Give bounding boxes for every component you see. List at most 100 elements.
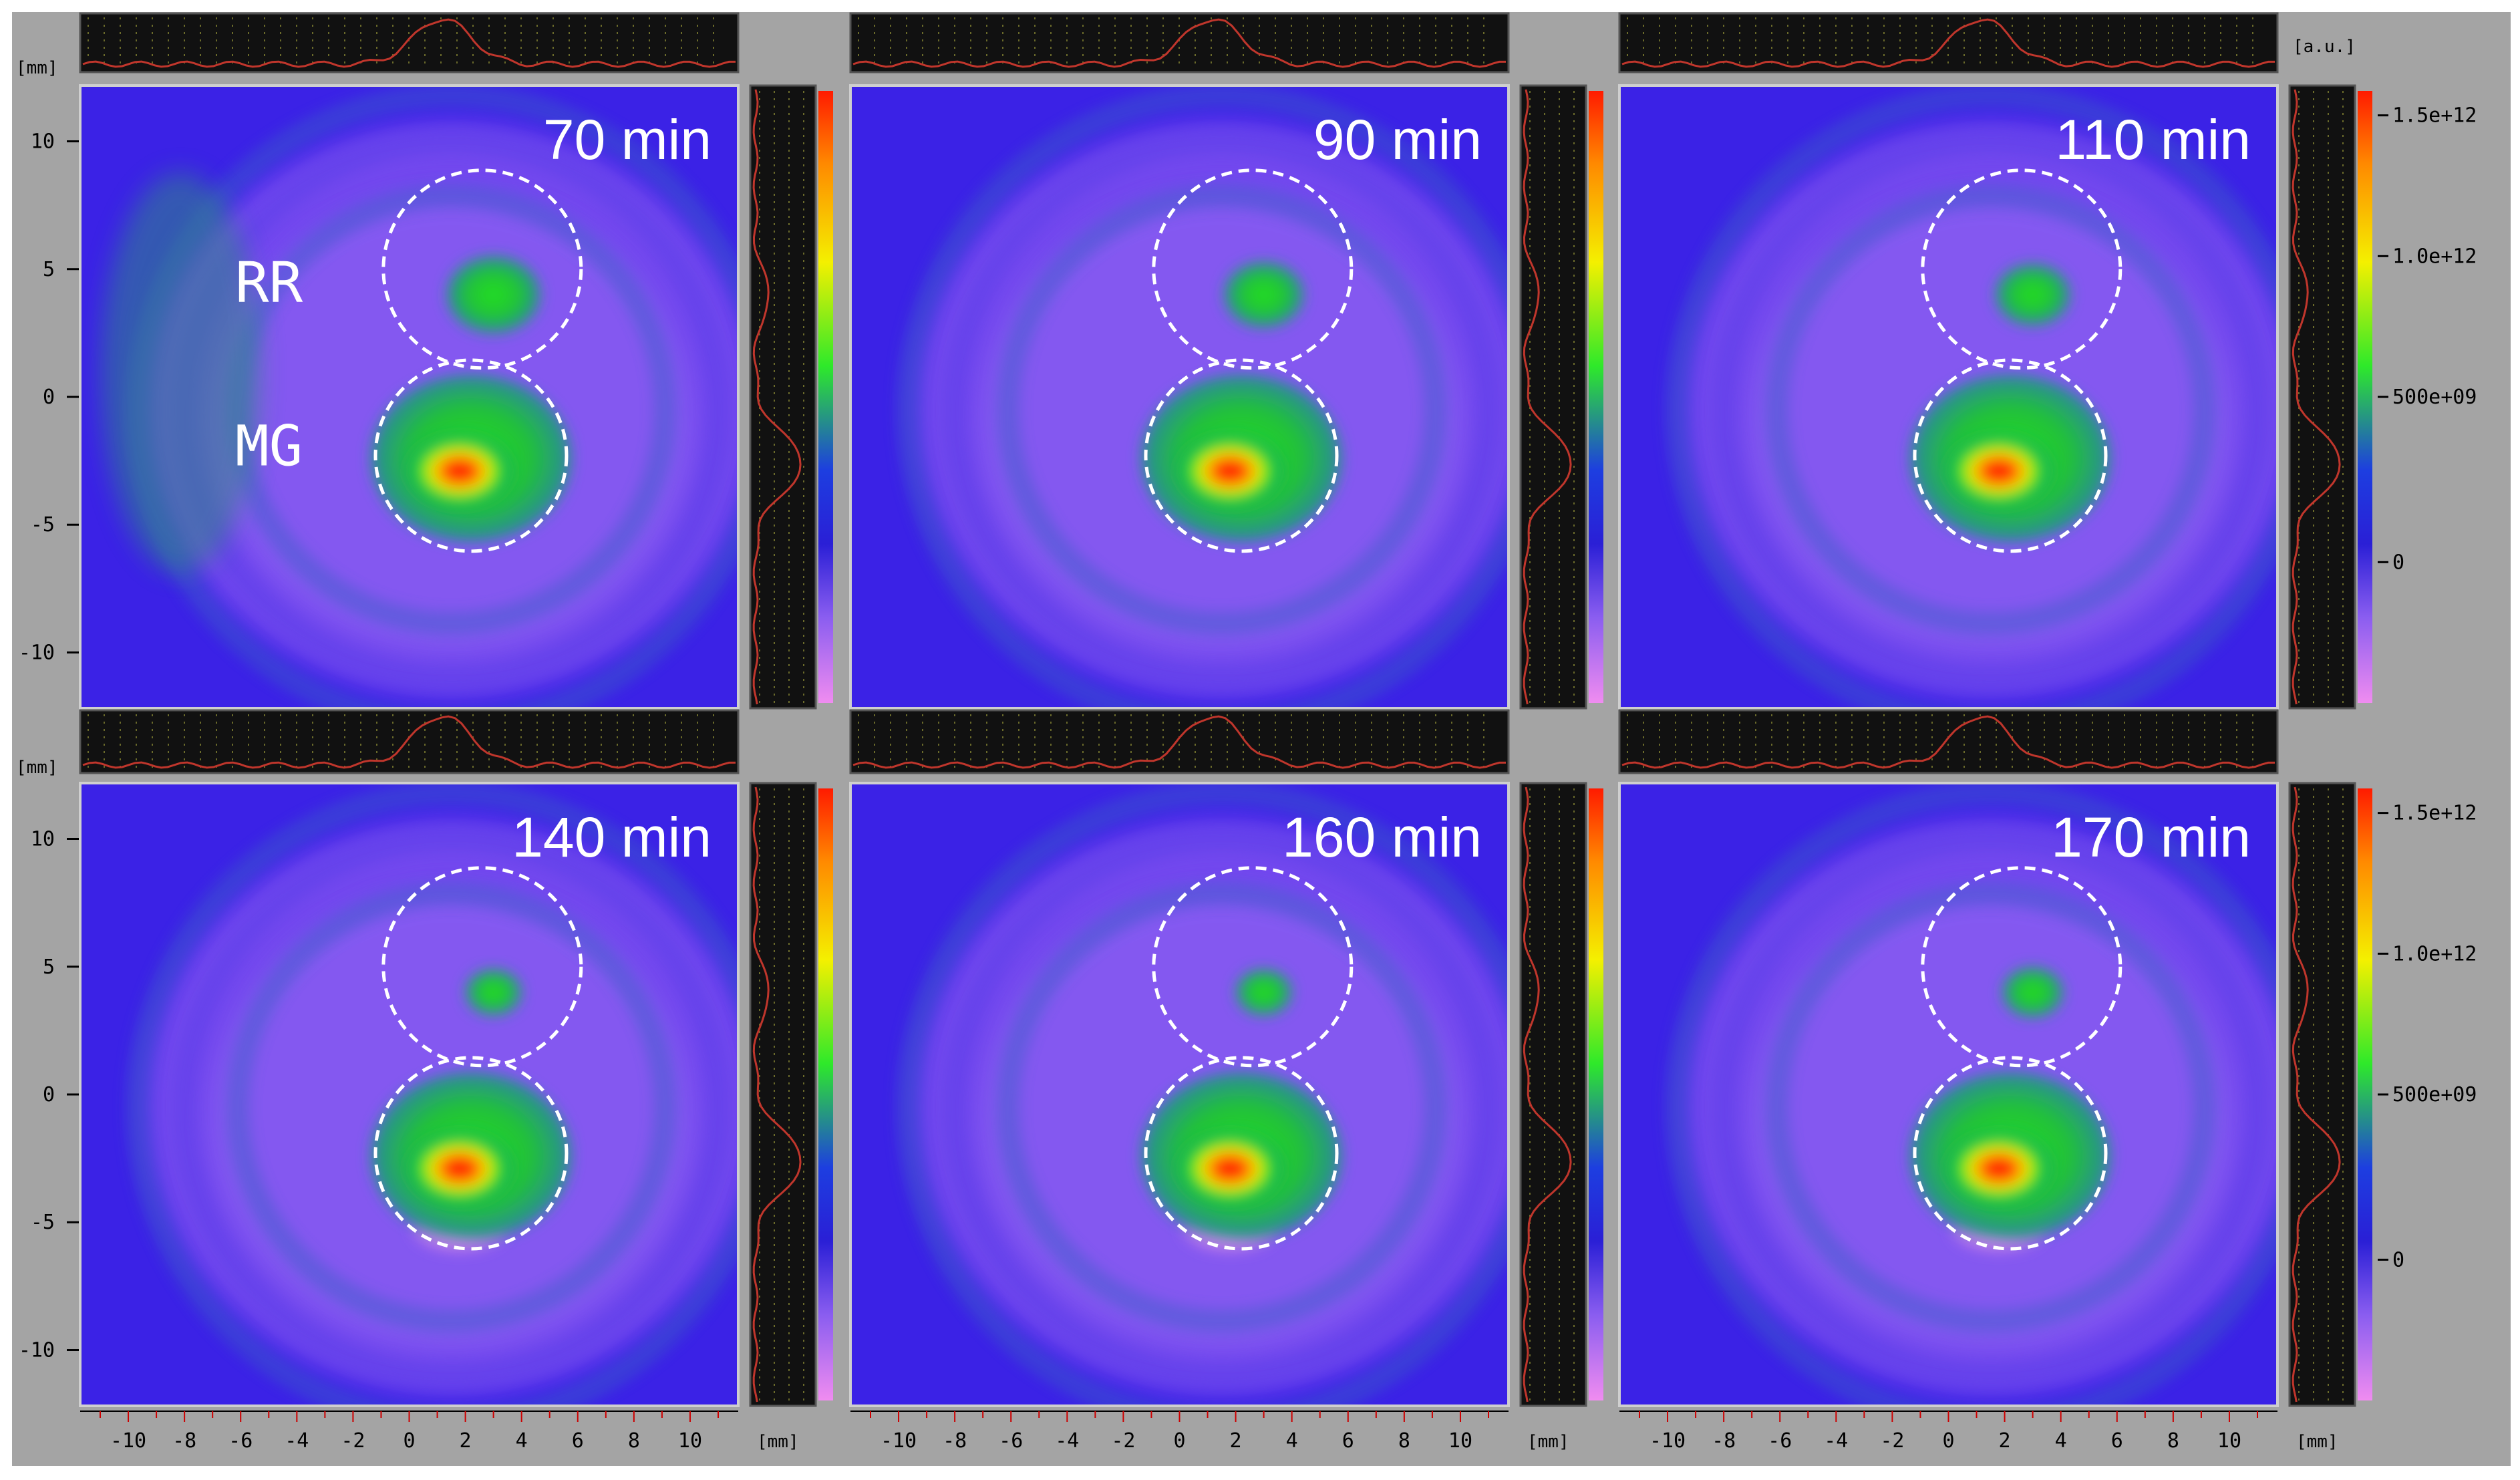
- y-unit-label-top: [mm]: [16, 58, 58, 78]
- mg-roi-circle: [373, 1056, 569, 1251]
- y-tick-label: 5: [43, 955, 55, 979]
- intensity-map: [850, 86, 1509, 708]
- colorbar: [1589, 91, 1603, 703]
- side-profile-curve: [2292, 89, 2341, 705]
- x-tick-label: -2: [1880, 1429, 1904, 1453]
- panel-6: 170 min 1.5e+12 1.0e+12 500e+09 0 -10 -8 -6 -4 -2…: [1618, 709, 2477, 1453]
- top-profile-curve: [1621, 715, 2275, 769]
- colorbar-tick-label: 0: [2392, 1248, 2404, 1272]
- y-tick-label: 10: [31, 130, 55, 154]
- rr-label: RR: [235, 250, 303, 315]
- map-frame: [849, 782, 1510, 1407]
- intensity-map: [80, 86, 738, 708]
- time-label: 70 min: [543, 108, 712, 171]
- x-tick-label: 0: [1173, 1429, 1185, 1453]
- x-tick-label: -10: [1649, 1429, 1686, 1453]
- colorbar: [1589, 788, 1603, 1400]
- panel-3: 110 min 1.5e+12 1.0e+12 500e+09 0: [1618, 12, 2477, 710]
- side-profile-curve: [1523, 89, 1572, 705]
- x-tick-label: 2: [1230, 1429, 1242, 1453]
- colorbar: [2358, 91, 2372, 703]
- x-tick-label: 0: [1942, 1429, 1954, 1453]
- top-profile-curve: [852, 18, 1506, 68]
- x-tick-label: -4: [1824, 1429, 1848, 1453]
- rr-roi-circle: [1921, 866, 2122, 1068]
- side-profile-curve: [752, 786, 802, 1402]
- colorbar-tick-label: 500e+09: [2392, 386, 2477, 409]
- side-profile-curve: [2292, 786, 2341, 1402]
- x-unit-label: [mm]: [2296, 1432, 2338, 1452]
- rr-roi-circle: [1152, 866, 1354, 1068]
- side-profile-strip: [1519, 84, 1587, 710]
- x-tick-label: -2: [341, 1429, 365, 1453]
- map-frame: [849, 84, 1510, 710]
- colorbar: [818, 91, 833, 703]
- colorbar-tick-label: 500e+09: [2392, 1083, 2477, 1106]
- x-tick-label: -6: [1768, 1429, 1792, 1453]
- mg-label: MG: [235, 414, 303, 479]
- mg-roi-circle: [1913, 358, 2108, 553]
- rr-roi-circle: [381, 866, 583, 1068]
- colorbar-tick-label: 1.5e+12: [2392, 104, 2477, 128]
- y-tick-label: 0: [43, 1083, 55, 1106]
- y-tick-label: 10: [31, 828, 55, 851]
- x-tick-label: -8: [943, 1429, 967, 1453]
- y-tick-label: -10: [19, 1338, 55, 1362]
- time-label: 140 min: [512, 806, 712, 869]
- x-tick-label: 8: [1398, 1429, 1410, 1453]
- x-tick-label: 6: [1342, 1429, 1354, 1453]
- x-tick-label: -4: [285, 1429, 309, 1453]
- panel-1: 70 min RR MG 10 5 0 -5 -10: [19, 12, 833, 710]
- x-tick-label: -8: [1712, 1429, 1736, 1453]
- map-frame: [1618, 782, 2279, 1407]
- y-unit-label-bottom: [mm]: [16, 758, 58, 778]
- colorbar-tick-label: 1.5e+12: [2392, 802, 2477, 825]
- panel-5: 160 min -10 -8 -6 -4 -2 0 2 4 6 8 10 [mm]: [849, 709, 1603, 1453]
- y-tick-label: -5: [31, 513, 55, 537]
- x-tick-label: -4: [1055, 1429, 1079, 1453]
- x-unit-label: [mm]: [757, 1432, 799, 1452]
- y-tick-label: 0: [43, 386, 55, 409]
- panel-2: 90 min: [849, 12, 1603, 710]
- time-label: 90 min: [1313, 108, 1482, 171]
- intensity-map: [1619, 783, 2277, 1406]
- x-tick-label: -6: [999, 1429, 1023, 1453]
- au-unit-label: [a.u.]: [2293, 37, 2356, 57]
- x-tick-label: 4: [516, 1429, 528, 1453]
- top-profile-curve: [852, 715, 1506, 769]
- mg-roi-circle: [1144, 1056, 1339, 1251]
- side-profile-strip: [2288, 782, 2356, 1407]
- x-tick-label: 4: [1286, 1429, 1298, 1453]
- colorbar-tick-label: 1.0e+12: [2392, 245, 2477, 268]
- intensity-map: [850, 783, 1509, 1406]
- side-profile-strip: [1519, 782, 1587, 1407]
- time-label: 170 min: [2051, 806, 2251, 869]
- x-unit-label: [mm]: [1527, 1432, 1569, 1452]
- x-tick-label: 10: [678, 1429, 702, 1453]
- intensity-map: [80, 783, 738, 1406]
- side-profile-curve: [1523, 786, 1572, 1402]
- mg-roi-circle: [373, 358, 569, 553]
- x-tick-label: -8: [172, 1429, 196, 1453]
- x-tick-label: -6: [228, 1429, 253, 1453]
- x-tick-label: 10: [1448, 1429, 1472, 1453]
- time-label: 110 min: [2055, 108, 2251, 171]
- side-profile-strip: [749, 782, 817, 1407]
- x-tick-label: -10: [110, 1429, 146, 1453]
- x-tick-label: -10: [881, 1429, 917, 1453]
- mg-roi-circle: [1144, 358, 1339, 553]
- x-tick-label: -2: [1111, 1429, 1135, 1453]
- intensity-map: [1619, 86, 2277, 708]
- x-tick-label: 6: [572, 1429, 584, 1453]
- top-profile-curve: [82, 18, 736, 68]
- y-tick-label: -10: [19, 641, 55, 664]
- y-tick-label: 5: [43, 258, 55, 281]
- x-tick-label: 4: [2055, 1429, 2067, 1453]
- top-profile-curve: [1621, 18, 2275, 68]
- x-tick-label: 10: [2217, 1429, 2241, 1453]
- colorbar: [2358, 788, 2372, 1400]
- y-tick-label: -5: [31, 1211, 55, 1234]
- time-label: 160 min: [1282, 806, 1482, 869]
- colorbar-tick-label: 0: [2392, 551, 2404, 574]
